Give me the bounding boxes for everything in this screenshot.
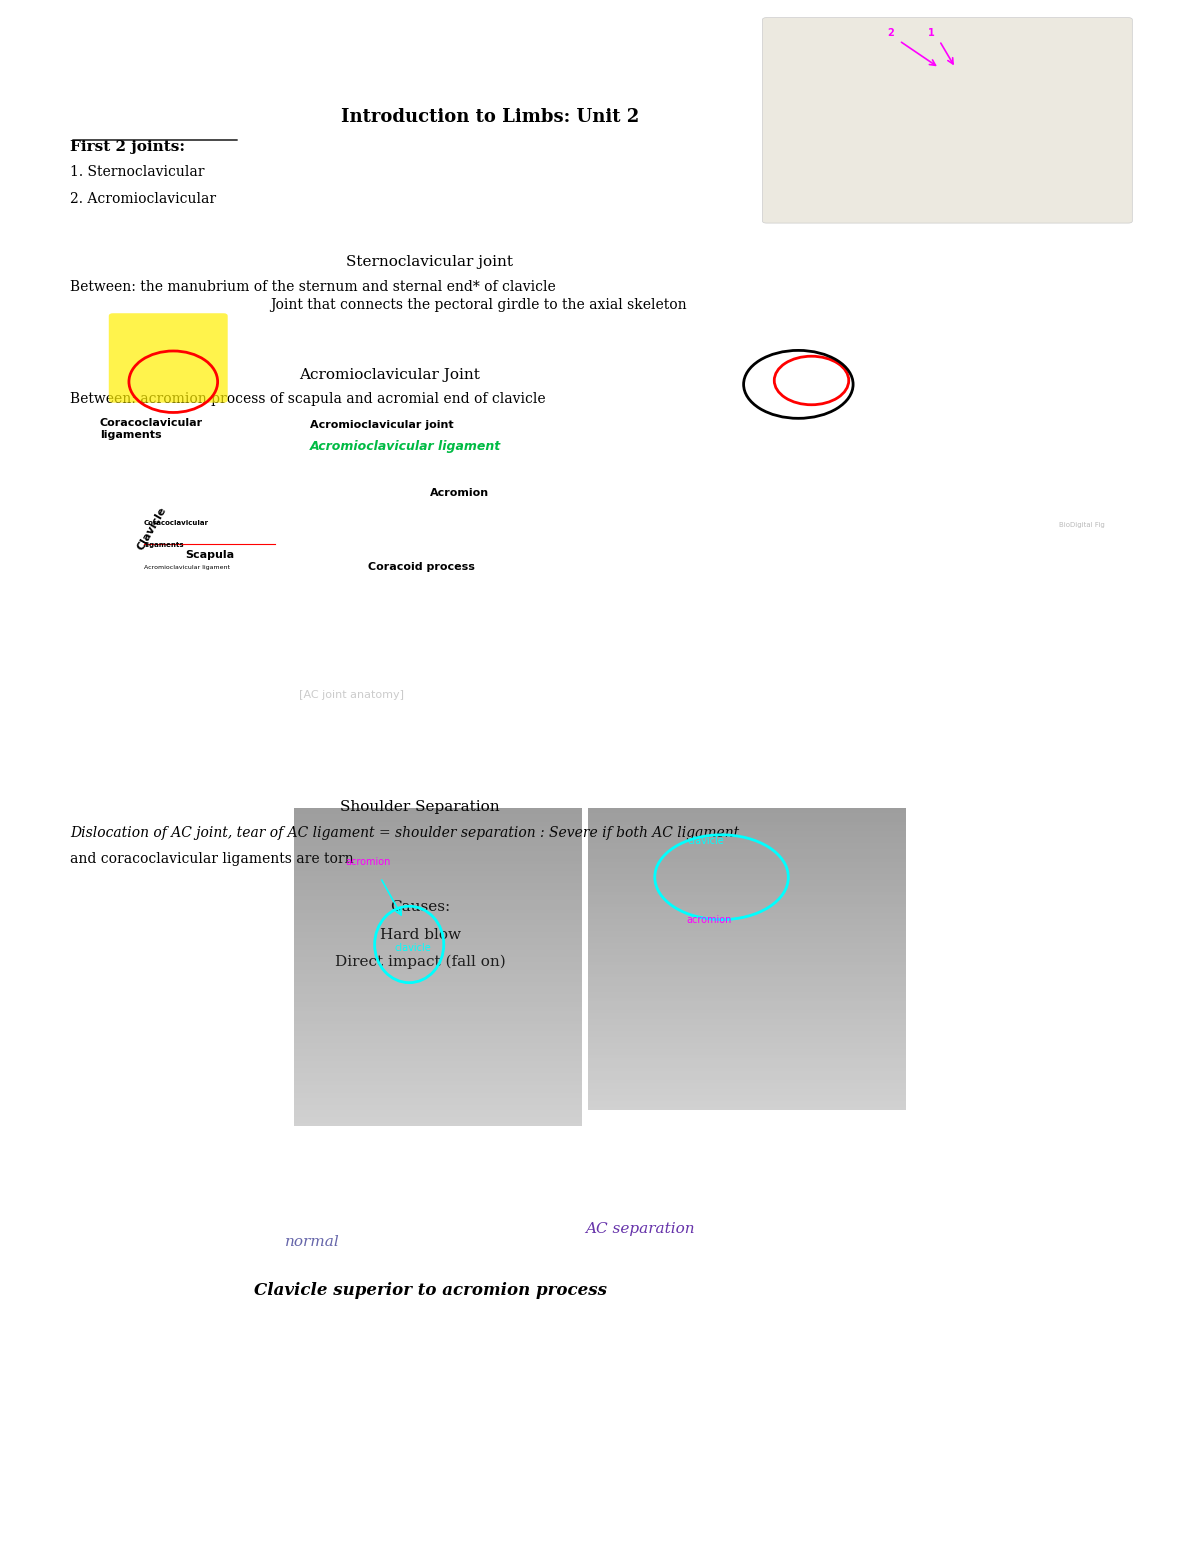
Text: normal: normal: [284, 1235, 340, 1249]
Text: AC separation: AC separation: [586, 1222, 695, 1236]
Text: Hard blow: Hard blow: [379, 929, 461, 943]
Text: 1. Sternoclavicular: 1. Sternoclavicular: [70, 165, 204, 179]
Text: Between: the manubrium of the sternum and sternal end* of clavicle: Between: the manubrium of the sternum an…: [70, 280, 556, 294]
Text: [AC joint anatomy]: [AC joint anatomy]: [299, 690, 404, 700]
Text: 1: 1: [928, 28, 935, 39]
Text: clavicle: clavicle: [1018, 391, 1060, 401]
Text: clavicle: clavicle: [395, 943, 432, 954]
Text: Clavicle superior to acromion process: Clavicle superior to acromion process: [253, 1281, 606, 1298]
Text: Direct impact (fall on): Direct impact (fall on): [335, 955, 505, 969]
Text: acromion: acromion: [346, 857, 391, 867]
Text: 2. Acromioclavicular: 2. Acromioclavicular: [70, 193, 216, 207]
Text: Acromion: Acromion: [430, 488, 490, 499]
Text: acromion: acromion: [686, 915, 732, 924]
Text: Acromioclavicular Joint: Acromioclavicular Joint: [300, 368, 480, 382]
Text: ligaments: ligaments: [144, 542, 184, 548]
Text: Dislocation of AC joint, tear of AC ligament = shoulder separation : Severe if b: Dislocation of AC joint, tear of AC liga…: [70, 826, 739, 840]
Text: clavicle: clavicle: [688, 836, 724, 846]
Text: Joint that connects the pectoral girdle to the axial skeleton: Joint that connects the pectoral girdle …: [270, 298, 686, 312]
Text: Sternoclavicular joint: Sternoclavicular joint: [347, 255, 514, 269]
Text: Coracoclavicular: Coracoclavicular: [144, 520, 209, 526]
Text: Shoulder Separation: Shoulder Separation: [340, 800, 500, 814]
Text: Coracoclavicular
ligaments: Coracoclavicular ligaments: [100, 418, 203, 439]
Text: Scapula: Scapula: [185, 550, 234, 561]
FancyBboxPatch shape: [109, 314, 228, 402]
Text: Acromioclavicular joint: Acromioclavicular joint: [310, 419, 454, 430]
Text: Acromioclavicular ligament: Acromioclavicular ligament: [310, 439, 502, 453]
Text: Between: acromion process of scapula and acromial end of clavicle: Between: acromion process of scapula and…: [70, 391, 546, 405]
Text: scapula: scapula: [906, 455, 954, 469]
FancyBboxPatch shape: [762, 17, 1133, 224]
Text: First 2 joints:: First 2 joints:: [70, 140, 185, 154]
Text: and coracoclavicular ligaments are torn: and coracoclavicular ligaments are torn: [70, 853, 354, 867]
Text: Causes:: Causes:: [390, 901, 450, 915]
Text: Acromioclavicular ligament: Acromioclavicular ligament: [144, 565, 230, 570]
Text: 2: 2: [888, 28, 894, 39]
Text: Coracoid process: Coracoid process: [368, 562, 475, 572]
Text: Introduction to Limbs: Unit 2: Introduction to Limbs: Unit 2: [341, 109, 640, 126]
Text: Clavicle: Clavicle: [136, 505, 169, 551]
Text: BioDigital Fig: BioDigital Fig: [1060, 522, 1105, 528]
